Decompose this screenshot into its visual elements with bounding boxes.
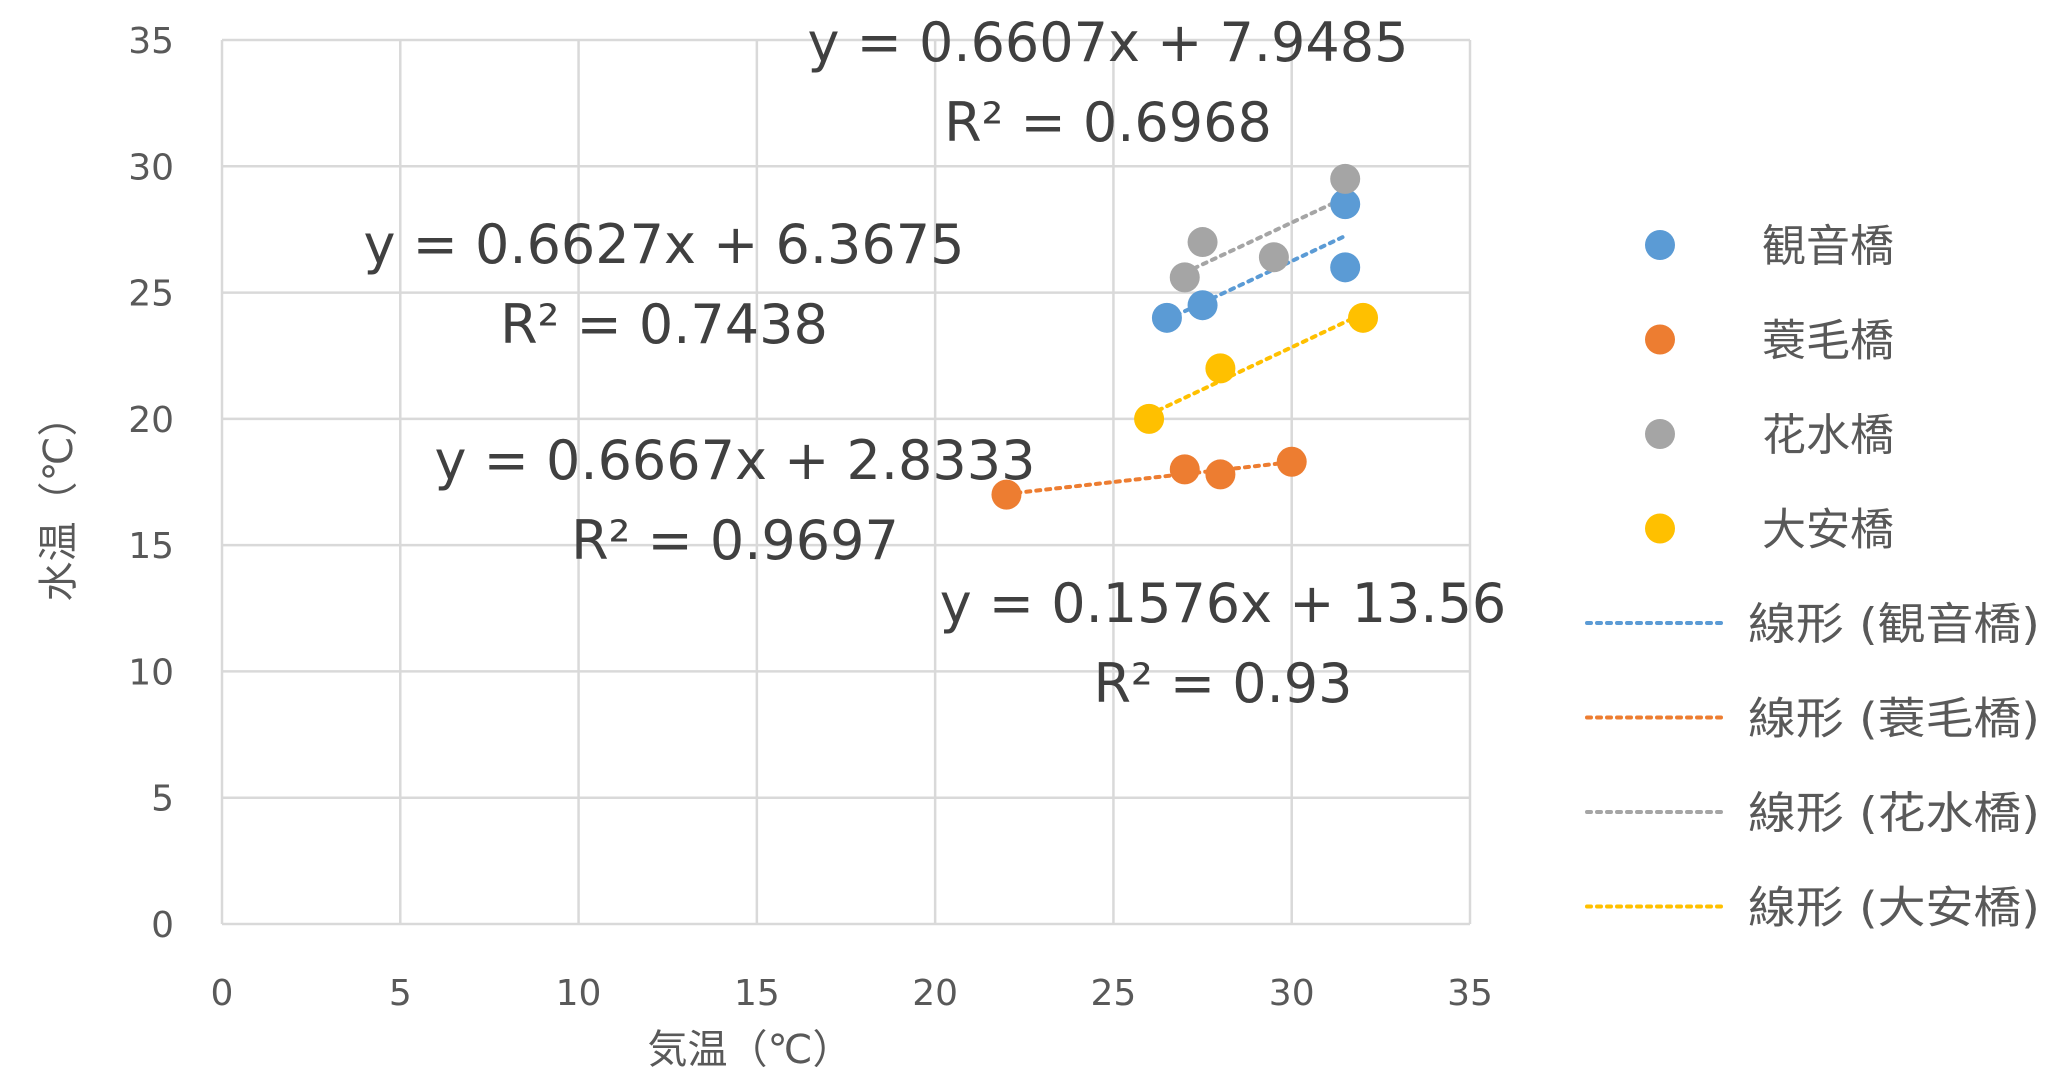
y-tick-label: 20 <box>128 400 174 441</box>
r2-label-daian: R² = 0.9697 <box>571 509 899 572</box>
data-points <box>991 163 1379 510</box>
x-axis-title: 気温（℃） <box>648 1027 853 1073</box>
y-tick-label: 10 <box>128 652 174 693</box>
data-point <box>991 479 1022 510</box>
trendline <box>1004 460 1294 496</box>
r2-label-hanamizu: R² = 0.6968 <box>944 91 1272 154</box>
tick-labels: 0 5 10 15 20 25 30 35 0 5 10 15 20 25 30 35 <box>128 21 1493 1014</box>
legend-marker <box>1645 419 1675 449</box>
legend-marker <box>1645 324 1675 355</box>
y-tick-label: 30 <box>128 147 174 188</box>
data-point <box>1348 302 1379 333</box>
legend-marker <box>1645 230 1675 260</box>
x-tick-label: 10 <box>556 973 602 1014</box>
data-point <box>1169 262 1200 293</box>
data-point <box>1330 189 1361 220</box>
data-point <box>1134 403 1165 434</box>
equation-label-hanamizu: y = 0.6607x + 7.9485 <box>808 11 1409 74</box>
equation-label-daian: y = 0.6667x + 2.8333 <box>435 429 1036 492</box>
data-point <box>1169 454 1200 485</box>
legend-label: 線形 (観音橋) <box>1748 599 2040 650</box>
x-tick-label: 15 <box>734 973 780 1014</box>
y-axis-title: 水温（℃） <box>36 397 82 602</box>
r2-label-minoge: R² = 0.93 <box>1094 652 1353 715</box>
x-tick-label: 30 <box>1269 973 1315 1014</box>
trendline <box>1182 195 1348 275</box>
y-tick-label: 15 <box>128 526 174 567</box>
data-point <box>1258 242 1289 273</box>
legend-label: 線形 (蓑毛橋) <box>1748 694 2040 745</box>
legend-marker <box>1645 513 1675 544</box>
legend-label: 花水橋 <box>1762 410 1894 461</box>
data-point <box>1330 163 1361 194</box>
trendlines <box>1004 195 1366 496</box>
legend-label: 蓑毛橋 <box>1762 316 1894 367</box>
data-point <box>1276 446 1307 477</box>
data-point <box>1187 227 1218 258</box>
equation-label-kannon: y = 0.6627x + 6.3675 <box>364 213 965 276</box>
trendline <box>1147 311 1366 417</box>
r2-label-kannon: R² = 0.7438 <box>500 293 828 356</box>
data-point <box>1187 290 1218 321</box>
data-point <box>1205 353 1236 384</box>
legend-label: 大安橋 <box>1762 505 1894 556</box>
y-tick-label: 0 <box>151 905 174 946</box>
equation-label-minoge: y = 0.1576x + 13.56 <box>940 572 1507 635</box>
legend-label: 線形 (大安橋) <box>1748 883 2040 934</box>
y-tick-label: 5 <box>151 779 174 820</box>
x-tick-label: 35 <box>1447 973 1493 1014</box>
trendline-equations: y = 0.6627x + 6.3675 R² = 0.7438 y = 0.6… <box>364 11 1507 715</box>
grid-lines <box>220 38 1472 926</box>
x-tick-label: 0 <box>211 973 234 1014</box>
y-tick-label: 25 <box>128 274 174 315</box>
legend-label: 線形 (花水橋) <box>1748 788 2040 839</box>
x-tick-label: 5 <box>389 973 412 1014</box>
data-point <box>1151 302 1182 333</box>
y-tick-label: 35 <box>128 21 174 62</box>
data-point <box>1330 252 1361 283</box>
legend-label: 観音橋 <box>1762 221 1894 272</box>
x-tick-label: 25 <box>1091 973 1137 1014</box>
x-tick-label: 20 <box>912 973 958 1014</box>
data-point <box>1205 459 1236 490</box>
